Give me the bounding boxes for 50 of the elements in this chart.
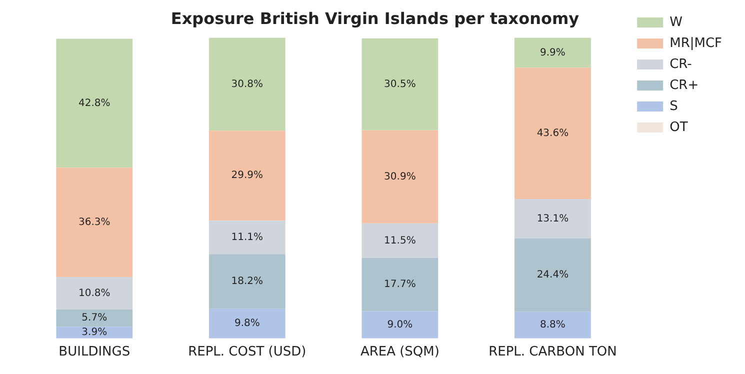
- bar: [208, 308, 286, 338]
- data-label: 5.7%: [82, 312, 108, 324]
- bar: [56, 38, 133, 168]
- legend-label: MR|MCF: [670, 36, 722, 51]
- bar: [56, 309, 133, 327]
- data-label: 18.2%: [231, 276, 264, 288]
- x-tick-label: BUILDINGS: [58, 344, 130, 360]
- x-tick-label: REPL. CARBON TON: [488, 344, 617, 360]
- data-label: 9.8%: [234, 318, 260, 330]
- bar: [56, 276, 133, 310]
- bar: [56, 168, 133, 277]
- legend-label: OT: [670, 120, 688, 135]
- bar: [362, 311, 438, 338]
- legend-label: S: [670, 98, 678, 114]
- chart-title: Exposure British Virgin Islands per taxonomy: [170, 8, 580, 28]
- data-label: 17.7%: [384, 279, 416, 290]
- x-tick-label: AREA (SQM): [360, 344, 440, 360]
- bar: [514, 238, 591, 312]
- data-label: 11.1%: [231, 232, 264, 243]
- data-label: 24.4%: [536, 270, 569, 281]
- bar: [208, 130, 286, 221]
- data-label: 3.9%: [82, 327, 108, 338]
- data-label: 43.6%: [536, 128, 569, 139]
- data-label: 9.9%: [540, 47, 566, 58]
- data-label: 30.9%: [384, 171, 416, 182]
- legend-label: CR+: [670, 78, 699, 93]
- data-label: 8.8%: [540, 320, 566, 331]
- data-label: 9.0%: [387, 319, 413, 330]
- bar: [514, 38, 591, 68]
- legend-label: CR-: [670, 56, 692, 72]
- bar: [362, 38, 438, 130]
- bar: [514, 198, 591, 238]
- data-label: 30.5%: [384, 78, 416, 90]
- data-label: 10.8%: [78, 288, 110, 299]
- data-label: 42.8%: [78, 98, 110, 109]
- bar: [514, 68, 591, 199]
- data-label: 13.1%: [536, 213, 569, 224]
- bar: [362, 258, 438, 312]
- bar: [514, 312, 591, 338]
- bar: [208, 220, 286, 254]
- data-label: 29.9%: [231, 170, 264, 182]
- data-label: 36.3%: [78, 216, 110, 228]
- x-tick-label: REPL. COST (USD): [188, 344, 306, 360]
- bar: [208, 254, 286, 309]
- data-label: 30.8%: [231, 78, 264, 90]
- data-label: 11.5%: [384, 235, 416, 246]
- bar: [208, 38, 286, 131]
- legend-label: W: [670, 14, 683, 30]
- bar: [362, 223, 438, 258]
- bar: [362, 130, 438, 224]
